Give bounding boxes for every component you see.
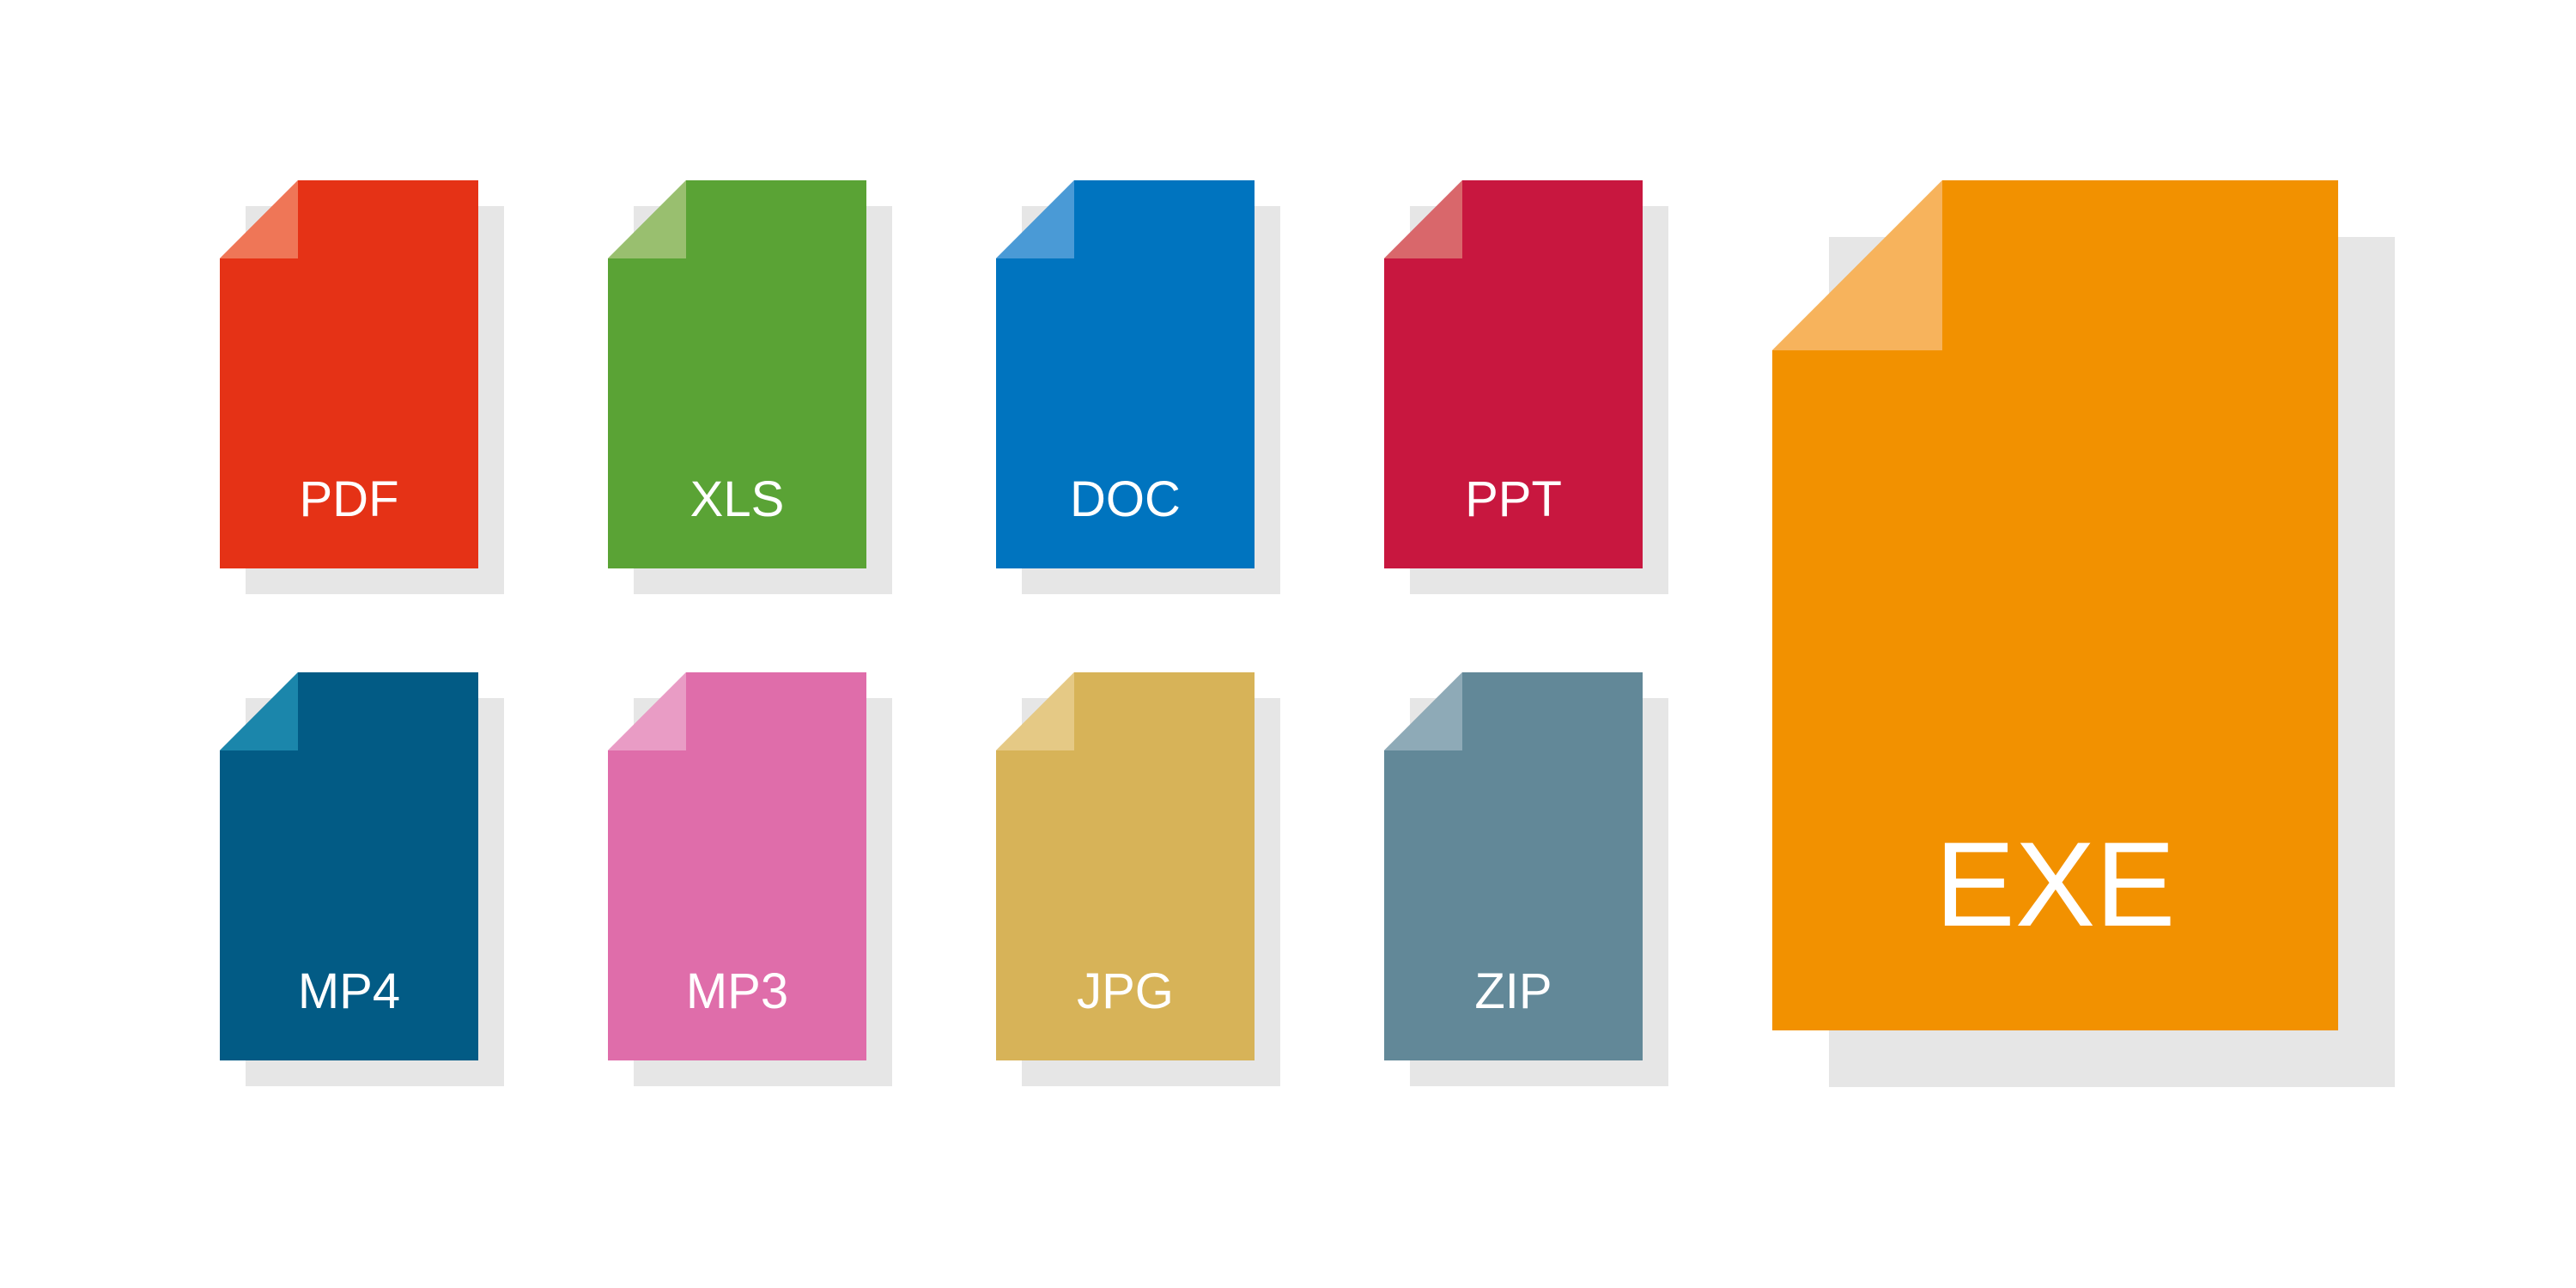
file-type-label: PPT: [1465, 471, 1562, 527]
mp4-file-icon[interactable]: MP4: [220, 672, 504, 1086]
xls-file-icon[interactable]: XLS: [608, 180, 892, 594]
jpg-file-icon[interactable]: JPG: [996, 672, 1280, 1086]
folded-corner: [608, 180, 686, 258]
file-type-label: DOC: [1070, 471, 1181, 527]
folded-corner: [220, 180, 298, 258]
file-type-label: XLS: [690, 471, 785, 527]
mp3-file-icon[interactable]: MP3: [608, 672, 892, 1086]
doc-file-icon[interactable]: DOC: [996, 180, 1280, 594]
file-type-label: MP4: [297, 963, 401, 1019]
zip-file-icon[interactable]: ZIP: [1384, 672, 1668, 1086]
folded-corner: [1384, 180, 1462, 258]
folded-corner: [1384, 672, 1462, 750]
folded-corner: [1772, 180, 1942, 350]
file-type-label: PDF: [299, 471, 399, 527]
folded-corner: [220, 672, 298, 750]
file-type-label: JPG: [1077, 963, 1174, 1019]
file-type-label: MP3: [685, 963, 789, 1019]
folded-corner: [996, 672, 1074, 750]
folded-corner: [608, 672, 686, 750]
file-type-label: EXE: [1935, 817, 2176, 951]
file-type-label: ZIP: [1474, 963, 1552, 1019]
pdf-file-icon[interactable]: PDF: [220, 180, 504, 594]
ppt-file-icon[interactable]: PPT: [1384, 180, 1668, 594]
folded-corner: [996, 180, 1074, 258]
exe-file-icon[interactable]: EXE: [1772, 180, 2395, 1087]
